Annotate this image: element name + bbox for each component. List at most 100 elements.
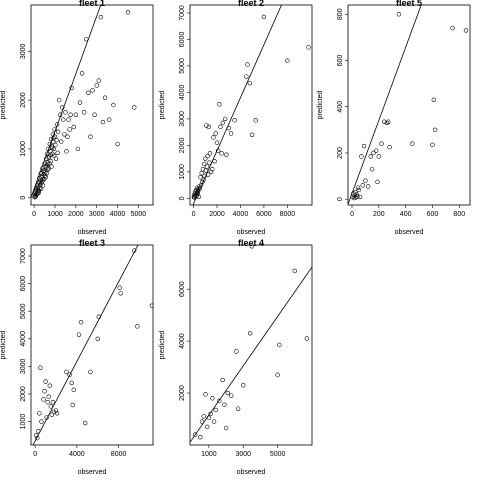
y-tick-label: 3000 bbox=[179, 111, 186, 127]
data-point bbox=[387, 145, 392, 150]
data-point bbox=[78, 320, 84, 325]
data-point bbox=[38, 186, 44, 192]
data-point bbox=[81, 110, 87, 115]
data-point bbox=[66, 117, 71, 122]
y-tick-label: 400 bbox=[337, 101, 344, 113]
data-point bbox=[285, 58, 290, 63]
x-tick-label: 800 bbox=[453, 211, 465, 218]
plot-frame bbox=[30, 4, 154, 206]
data-point bbox=[223, 425, 229, 431]
y-tick-label: 0 bbox=[337, 197, 344, 201]
data-point bbox=[37, 179, 42, 185]
x-axis-label: observed bbox=[78, 469, 107, 476]
y-tick-label: 2000 bbox=[179, 138, 186, 154]
y-axis-label: predicted bbox=[317, 90, 324, 119]
panel-title: fleet 2 bbox=[238, 0, 264, 8]
data-point bbox=[203, 392, 208, 397]
x-tick-label: 0 bbox=[192, 211, 196, 218]
x-tick-label: 200 bbox=[373, 211, 385, 218]
panel-5: 1000 3000 5000 2000 4000 6000 observed predicte… bbox=[159, 238, 313, 476]
data-point bbox=[217, 398, 222, 404]
y-tick-label: 6000 bbox=[20, 276, 27, 292]
data-point bbox=[45, 167, 51, 172]
x-tick-label: 6000 bbox=[256, 211, 272, 218]
data-point bbox=[42, 389, 47, 394]
data-point bbox=[46, 394, 51, 399]
data-point bbox=[53, 408, 59, 413]
data-point bbox=[64, 149, 69, 154]
data-point bbox=[431, 97, 436, 103]
data-point bbox=[88, 369, 93, 375]
data-point bbox=[244, 74, 249, 79]
data-point bbox=[363, 178, 368, 183]
x-tick-label: 0 bbox=[32, 211, 36, 218]
data-point bbox=[90, 88, 95, 93]
data-point bbox=[463, 28, 469, 33]
panel-title: fleet 4 bbox=[238, 238, 264, 248]
data-point bbox=[45, 162, 50, 167]
y-tick-label: 5000 bbox=[20, 303, 27, 319]
fit-line bbox=[192, 5, 282, 205]
data-point bbox=[60, 105, 65, 110]
x-axis-label: observed bbox=[237, 469, 266, 476]
data-point bbox=[229, 393, 234, 398]
data-point bbox=[211, 135, 216, 140]
points-4 bbox=[34, 248, 153, 441]
data-point bbox=[245, 62, 250, 67]
data-point bbox=[71, 124, 76, 130]
data-point bbox=[69, 380, 74, 386]
y-axis-label: predicted bbox=[159, 330, 166, 359]
data-point bbox=[98, 15, 104, 20]
data-point bbox=[76, 332, 82, 337]
y-tick-label: 2000 bbox=[20, 92, 27, 108]
data-point bbox=[208, 411, 213, 417]
data-point bbox=[67, 127, 72, 132]
data-point bbox=[43, 175, 49, 180]
y-tick-label: 5000 bbox=[179, 58, 186, 74]
data-point bbox=[41, 397, 46, 402]
data-point bbox=[396, 12, 402, 17]
data-point bbox=[77, 100, 83, 105]
data-point bbox=[206, 124, 211, 130]
data-point bbox=[249, 132, 255, 138]
data-point bbox=[213, 407, 218, 413]
data-point bbox=[63, 110, 68, 115]
x-tick-label: 5000 bbox=[131, 211, 147, 218]
points-2 bbox=[191, 14, 311, 200]
data-point bbox=[67, 372, 72, 377]
data-point bbox=[50, 400, 56, 405]
y-tick-label: 3000 bbox=[20, 43, 27, 59]
data-point bbox=[55, 150, 60, 156]
data-point bbox=[292, 268, 298, 274]
data-point bbox=[95, 336, 100, 341]
data-point bbox=[42, 170, 48, 175]
data-point bbox=[275, 372, 280, 378]
data-point bbox=[306, 45, 311, 50]
data-point bbox=[64, 369, 69, 375]
panel-2: 0 2000 4000 6000 8000 0 1000 2000 3000 4000 5000 60… bbox=[159, 0, 313, 236]
data-point bbox=[373, 148, 379, 153]
data-point bbox=[432, 127, 438, 133]
data-point bbox=[201, 161, 207, 167]
data-point bbox=[253, 118, 258, 123]
data-point bbox=[207, 160, 212, 165]
data-point bbox=[203, 156, 208, 161]
data-point bbox=[277, 342, 282, 348]
data-point bbox=[222, 402, 227, 407]
data-point bbox=[384, 120, 390, 126]
data-point bbox=[42, 161, 47, 166]
data-point bbox=[355, 194, 360, 199]
x-tick-label: 3000 bbox=[89, 211, 105, 218]
data-point bbox=[375, 179, 380, 185]
data-point bbox=[48, 158, 54, 164]
fit-line bbox=[32, 245, 139, 445]
data-point bbox=[132, 105, 137, 110]
panel-1: 0 1000 2000 3000 4000 5000 0 1000 2000 3000 observ… bbox=[0, 0, 154, 236]
data-point bbox=[149, 303, 153, 308]
data-point bbox=[92, 112, 97, 117]
data-point bbox=[117, 285, 122, 290]
data-point bbox=[213, 131, 219, 136]
x-tick-label: 600 bbox=[427, 211, 439, 218]
data-point bbox=[102, 95, 108, 100]
data-point bbox=[368, 154, 373, 159]
